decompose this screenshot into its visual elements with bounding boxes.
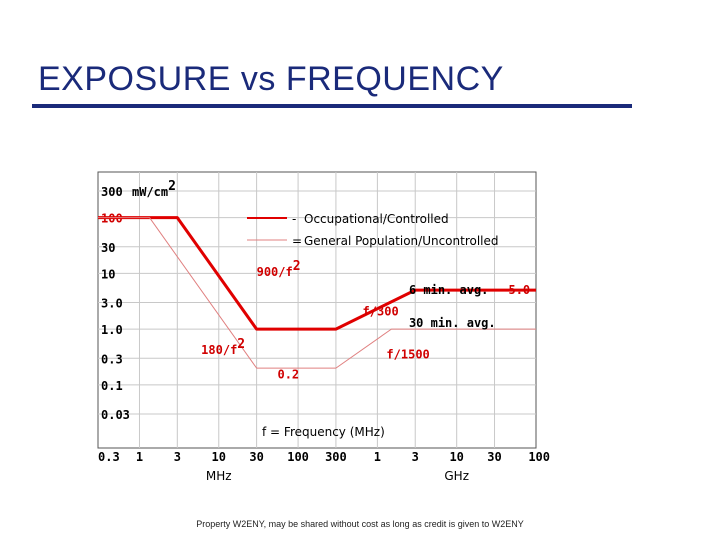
y-tick-label: 10 bbox=[101, 267, 115, 281]
x-tick-label: 10 bbox=[449, 450, 463, 464]
title-underline bbox=[32, 104, 632, 108]
x-unit-label: MHz bbox=[206, 469, 232, 483]
x-unit-label: GHz bbox=[444, 469, 469, 483]
x-tick-label: 300 bbox=[325, 450, 347, 464]
chart-annotation: f/300 bbox=[363, 305, 399, 319]
legend-label: General Population/Uncontrolled bbox=[304, 234, 499, 248]
y-tick-label: 30 bbox=[101, 241, 115, 255]
chart-annotation: 180/f2 bbox=[201, 337, 245, 357]
y-axis-unit: mW/cm2 bbox=[132, 179, 176, 199]
legend-label: Occupational/Controlled bbox=[304, 212, 449, 226]
y-tick-label: 3.0 bbox=[101, 297, 123, 311]
x-tick-label: 100 bbox=[528, 450, 550, 464]
y-tick-label: 0.03 bbox=[101, 408, 130, 422]
chart-annotation: 30 min. avg. bbox=[409, 316, 496, 330]
y-tick-label: 0.1 bbox=[101, 379, 123, 393]
copyright-footer: Property W2ENY, may be shared without co… bbox=[196, 519, 524, 529]
x-tick-label: 3 bbox=[174, 450, 181, 464]
x-tick-label: 10 bbox=[212, 450, 226, 464]
chart-annotation: 900/f2 bbox=[257, 259, 301, 279]
chart-annotation: f/1500 bbox=[386, 347, 429, 361]
y-tick-label: 300 bbox=[101, 185, 123, 199]
x-tick-label: 30 bbox=[249, 450, 263, 464]
series-line-general-population bbox=[98, 217, 536, 369]
x-tick-label: 1 bbox=[374, 450, 381, 464]
slide-title: EXPOSURE vs FREQUENCY bbox=[38, 60, 504, 98]
x-tick-label: 0.3 bbox=[98, 450, 120, 464]
chart-annotation: 0.2 bbox=[277, 367, 299, 381]
series-line-occupational bbox=[98, 216, 536, 331]
legend-marker: = bbox=[292, 234, 302, 248]
x-axis-title: f = Frequency (MHz) bbox=[262, 425, 385, 439]
chart-annotation: 5.0 bbox=[508, 283, 530, 297]
x-tick-label: 100 bbox=[287, 450, 309, 464]
x-tick-label: 3 bbox=[412, 450, 419, 464]
chart-annotation: 6 min. avg. bbox=[409, 283, 488, 297]
y-tick-label: 0.3 bbox=[101, 352, 123, 366]
x-tick-label: 1 bbox=[136, 450, 143, 464]
legend-marker: - bbox=[292, 212, 296, 226]
x-tick-label: 30 bbox=[487, 450, 501, 464]
y-tick-label: 1.0 bbox=[101, 323, 123, 337]
